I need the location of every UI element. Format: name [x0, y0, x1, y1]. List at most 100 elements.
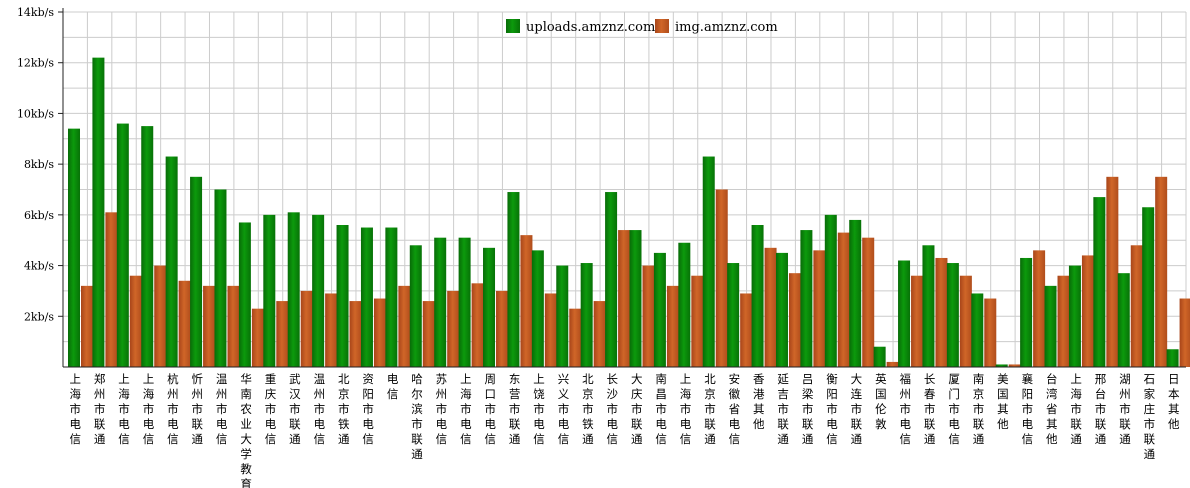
bar-uploads: uploads.amznz.com: 5.4 [629, 230, 642, 367]
bar-img: img.amznz.com: 6.1 [105, 212, 118, 367]
bar-uploads: uploads.amznz.com: 5.1 [458, 237, 471, 367]
x-tick-label: 上海市电信 [118, 372, 130, 446]
bar-img: img.amznz.com: 3.2 [81, 285, 93, 367]
category-group: uploads.amznz.com: 4img.amznz.com: 4.4 [1068, 255, 1094, 367]
x-tick-label: 资阳市电信 [362, 372, 374, 446]
x-tick-label: 美国其他 [997, 372, 1009, 431]
legend-swatch [506, 19, 520, 33]
category-group: uploads.amznz.com: 0.8img.amznz.com: 0.2 [873, 346, 899, 367]
x-tick-label: 大连市联通 [851, 372, 863, 446]
category-group: uploads.amznz.com: 3.7img.amznz.com: 4.8 [1117, 245, 1143, 367]
bar-img: img.amznz.com: 2.6 [422, 301, 435, 367]
category-group: uploads.amznz.com: 5.1img.amznz.com: 3.3 [458, 237, 484, 367]
legend-label: uploads.amznz.com [526, 20, 655, 35]
category-group: uploads.amznz.com: 5.6img.amznz.com: 4.7 [751, 225, 777, 367]
category-group: uploads.amznz.com: 5.4img.amznz.com: 4.6 [800, 230, 826, 367]
bar-uploads: uploads.amznz.com: 6.7 [1093, 197, 1106, 367]
bar-img: img.amznz.com: 3.6 [129, 275, 142, 367]
y-tick-label: 6kb/s [24, 209, 54, 222]
bar-img: img.amznz.com: 2.9 [325, 293, 338, 367]
x-tick-label: 北京市铁通 [582, 372, 594, 446]
x-tick-label: 郑州市联通 [94, 372, 106, 446]
x-tick-label: 石家庄市联通 [1144, 372, 1156, 461]
x-tick-label: 北京市铁通 [338, 372, 350, 446]
bar-uploads: uploads.amznz.com: 3.2 [1044, 285, 1057, 367]
bar-uploads: uploads.amznz.com: 5.5 [360, 227, 373, 367]
x-tick-label: 台湾省其他 [1046, 372, 1058, 446]
category-group: uploads.amznz.com: 4.5img.amznz.com: 3.7 [775, 252, 801, 367]
bar-uploads: uploads.amznz.com: 4.5 [775, 252, 788, 367]
x-tick-label: 英国伦敦 [875, 372, 887, 431]
bar-img: img.amznz.com: 3.6 [691, 275, 704, 367]
bar-img: img.amznz.com: 4.7 [764, 247, 777, 367]
category-group: uploads.amznz.com: 8.3img.amznz.com: 7 [702, 156, 728, 367]
bar-img: img.amznz.com: 4 [154, 265, 167, 367]
x-tick-label: 周口市电信 [484, 372, 496, 446]
x-tick-label: 哈尔滨市联通 [411, 372, 423, 461]
bar-uploads: uploads.amznz.com: 12.2 [92, 57, 105, 368]
x-tick-label: 温州市电信 [216, 372, 228, 446]
category-group: uploads.amznz.com: 7img.amznz.com: 3.2 [214, 189, 240, 367]
bar-uploads: uploads.amznz.com: 4.2 [898, 260, 911, 367]
category-group: uploads.amznz.com: 4.3img.amznz.com: 4.6 [1020, 250, 1046, 367]
x-tick-label: 上饶市电信 [533, 372, 545, 446]
legend: uploads.amznz.com img.amznz.com [506, 19, 778, 35]
category-group: uploads.amznz.com: 4.1img.amznz.com: 2.9 [727, 263, 753, 367]
bar-uploads: uploads.amznz.com: 8.3 [702, 156, 715, 367]
bar-uploads: uploads.amznz.com: 4 [556, 265, 569, 367]
bar-uploads: uploads.amznz.com: 4.9 [678, 242, 691, 367]
x-tick-label: 湖州市联通 [1119, 372, 1131, 446]
x-tick-label: 安徽省电信 [729, 372, 741, 446]
legend-item: img.amznz.com [655, 19, 778, 35]
category-group: uploads.amznz.com: 5.6img.amznz.com: 2.6 [336, 225, 362, 367]
bar-uploads: uploads.amznz.com: 4.1 [946, 263, 959, 367]
bar-img: img.amznz.com: 5.3 [837, 232, 850, 367]
x-tick-label: 武汉市联通 [289, 372, 301, 446]
category-group: uploads.amznz.com: 12.2img.amznz.com: 6.… [92, 57, 118, 368]
x-tick-label: 邢台市联通 [1095, 372, 1107, 446]
x-tick-label: 襄阳市电信 [1022, 372, 1034, 446]
x-tick-label: 大庆市联通 [631, 372, 643, 446]
category-group: uploads.amznz.com: 5.5img.amznz.com: 2.7 [360, 227, 386, 367]
bar-uploads: uploads.amznz.com: 5.1 [434, 237, 447, 367]
bar-img: img.amznz.com: 0.1 [1008, 364, 1021, 367]
x-tick-label: 重庆市电信 [265, 372, 277, 446]
bar-img: img.amznz.com: 2.7 [1179, 298, 1190, 367]
bar-img: img.amznz.com: 3 [496, 290, 509, 367]
bar-uploads: uploads.amznz.com: 4.7 [483, 247, 496, 367]
x-tick-label: 上海市联通 [1070, 372, 1082, 446]
category-group: uploads.amznz.com: 5.1img.amznz.com: 3 [434, 237, 460, 367]
bar-img: img.amznz.com: 2.6 [349, 301, 362, 367]
bar-img: img.amznz.com: 4.6 [813, 250, 826, 367]
category-group: uploads.amznz.com: 5.8img.amznz.com: 5.1 [849, 219, 875, 367]
legend-swatch [655, 19, 669, 33]
x-axis: 上海市电信郑州市联通上海市电信上海市电信杭州市电信忻州市联通温州市电信华南农业大… [63, 366, 1186, 488]
bar-img: img.amznz.com: 3 [300, 290, 313, 367]
bar-img: img.amznz.com: 4 [642, 265, 655, 367]
bar-uploads: uploads.amznz.com: 4.8 [409, 245, 422, 367]
bar-uploads: uploads.amznz.com: 7.5 [190, 176, 203, 367]
bar-uploads: uploads.amznz.com: 7 [214, 189, 227, 367]
category-group: uploads.amznz.com: 2.9img.amznz.com: 2.7 [971, 293, 997, 367]
bar-img: img.amznz.com: 5.2 [520, 235, 533, 367]
bar-uploads: uploads.amznz.com: 4.6 [531, 250, 544, 367]
category-group: uploads.amznz.com: 4.8img.amznz.com: 2.6 [409, 245, 435, 367]
x-tick-label: 延吉市联通 [777, 372, 789, 446]
x-tick-label: 上海市电信 [69, 372, 81, 446]
bar-img: img.amznz.com: 7.5 [1106, 176, 1119, 367]
legend-label: img.amznz.com [675, 20, 778, 35]
bar-img: img.amznz.com: 3.6 [911, 275, 924, 367]
category-group: uploads.amznz.com: 6.3img.amznz.com: 7.5 [1142, 176, 1168, 367]
category-group: uploads.amznz.com: 0.1img.amznz.com: 0.1 [995, 364, 1021, 367]
x-tick-label: 上海市电信 [143, 372, 155, 446]
bar-img: img.amznz.com: 3.7 [788, 273, 801, 367]
x-tick-label: 长沙市电信 [607, 372, 619, 446]
x-tick-label: 香港其他 [753, 372, 765, 431]
x-tick-label: 电信 [387, 372, 399, 401]
bar-uploads: uploads.amznz.com: 4.1 [727, 263, 740, 367]
bar-img: img.amznz.com: 4.4 [1081, 255, 1094, 367]
bar-uploads: uploads.amznz.com: 4.3 [1020, 257, 1033, 367]
bar-img: img.amznz.com: 3.6 [1057, 275, 1070, 367]
category-group: uploads.amznz.com: 8.3img.amznz.com: 3.4 [165, 156, 191, 367]
bars: uploads.amznz.com: 9.4img.amznz.com: 3.2… [68, 57, 1190, 368]
